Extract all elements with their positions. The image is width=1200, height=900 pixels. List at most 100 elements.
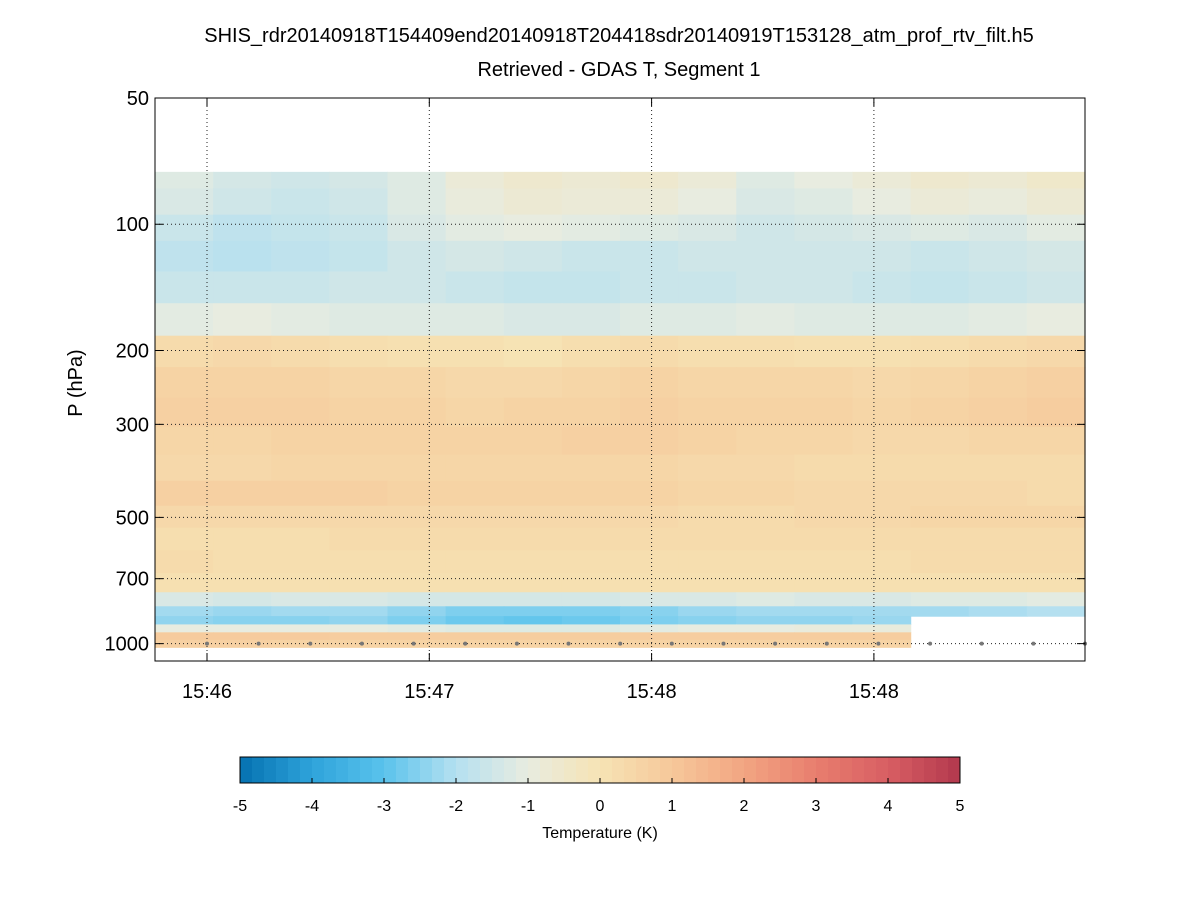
heatmap-cell [213,426,272,456]
heatmap-cell [155,606,214,617]
x-tick-label: 15:46 [182,681,232,703]
heatmap-cell [1026,171,1086,190]
heatmap-cell [213,454,272,482]
heatmap-cell [387,397,447,428]
colorbar-segment [564,757,577,783]
colorbar-tick-label: 1 [668,798,677,815]
chart-title: SHIS_rdr20140918T154409end20140918T20441… [204,25,1034,47]
heatmap-cell [1026,214,1086,242]
heatmap-cell [620,454,679,482]
heatmap-cell [329,527,389,551]
heatmap-cell [387,573,447,593]
heatmap-cell [794,397,854,428]
heatmap-cell [155,240,214,273]
colorbar-segment [276,757,289,783]
heatmap-cell [329,214,389,242]
heatmap-cell [736,639,795,648]
heatmap-cell [329,397,389,428]
heatmap-cell [155,171,214,190]
heatmap-cell [968,505,1028,529]
heatmap-cell [852,188,912,216]
heatmap-cell [561,188,621,216]
heatmap-cell [736,632,795,641]
colorbar-segment [552,757,565,783]
colorbar-segment [288,757,301,783]
heatmap-cell [387,592,447,607]
heatmap-cell [968,527,1028,551]
heatmap-cell [852,303,912,337]
heatmap-cell [678,616,737,625]
y-tick-label: 1000 [105,634,150,656]
heatmap-cell [968,367,1028,399]
heatmap-cell [736,240,795,273]
heatmap-cell [155,624,214,633]
heatmap-cell [678,171,737,190]
heatmap-cells [155,171,1086,648]
heatmap-cell [1026,271,1086,304]
heatmap-cell [329,639,389,648]
heatmap-cell [852,480,912,507]
colorbar-segment [624,757,637,783]
heatmap-cell [561,271,621,304]
colorbar-segment [888,757,901,783]
heatmap-cell [445,550,505,574]
heatmap-cell [620,271,679,304]
heatmap-cell [155,397,214,428]
heatmap-cell [445,188,505,216]
colorbar-ticks: -5 -4 -3 -2 -1 0 1 2 3 4 5 [233,778,965,815]
heatmap-cell [910,188,970,216]
heatmap-cell [213,639,272,648]
colorbar-segment [540,757,553,783]
heatmap-cell [794,616,854,625]
colorbar-segment [828,757,841,783]
heatmap-cell [852,397,912,428]
heatmap-cell [1026,606,1086,617]
heatmap-cell [852,454,912,482]
heatmap-cell [271,335,330,368]
colorbar-tick-label: 0 [596,798,605,815]
heatmap-cell [329,592,389,607]
heatmap-cell [213,335,272,368]
colorbar-segment [336,757,349,783]
surface-marker [824,641,829,646]
heatmap-cell [445,214,505,242]
heatmap-cell [910,367,970,399]
heatmap-cell [620,303,679,337]
heatmap-cell [213,550,272,574]
heatmap-cell [387,303,447,337]
heatmap-cell [852,367,912,399]
heatmap-cell [736,367,795,399]
heatmap-cell [503,573,563,593]
heatmap-cell [794,550,854,574]
heatmap-cell [1026,335,1086,368]
heatmap-cell [329,454,389,482]
heatmap-cell [387,240,447,273]
heatmap-cell [503,214,563,242]
colorbar-segment [360,757,373,783]
heatmap-cell [561,632,621,641]
heatmap-cell [387,454,447,482]
heatmap-cell [503,527,563,551]
heatmap-cell [271,367,330,399]
surface-marker [876,641,881,646]
heatmap-cell [852,573,912,593]
heatmap-cell [213,303,272,337]
heatmap-cell [852,426,912,456]
heatmap-cell [213,271,272,304]
heatmap-cell [852,271,912,304]
heatmap-cell [794,454,854,482]
heatmap-cell [503,240,563,273]
heatmap-cell [329,606,389,617]
heatmap-cell [271,527,330,551]
heatmap-cell [736,188,795,216]
heatmap-cell [445,303,505,337]
surface-marker [411,641,416,646]
heatmap-cell [852,639,912,648]
heatmap-cell [445,426,505,456]
heatmap-cell [503,505,563,529]
heatmap-cell [968,271,1028,304]
colorbar-segment [912,757,925,783]
heatmap-cell [329,335,389,368]
heatmap-cell [794,214,854,242]
heatmap-cell [503,303,563,337]
